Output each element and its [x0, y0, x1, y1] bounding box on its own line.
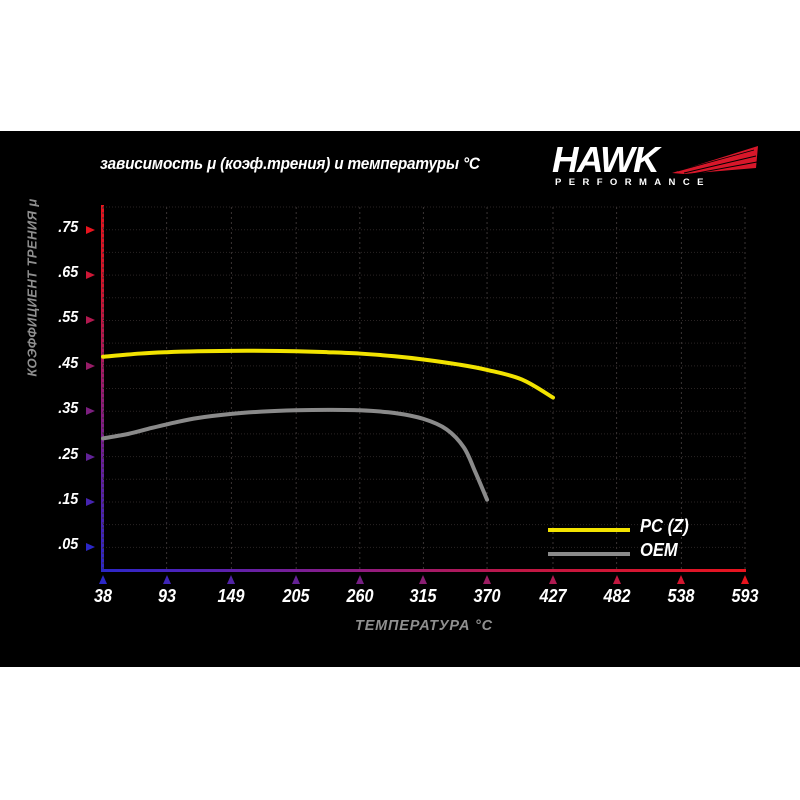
- x-axis-title: ТЕМПЕРАТУРА °C: [355, 618, 493, 634]
- y-tick-arrow-icon: [86, 497, 95, 506]
- plot-area: [101, 206, 746, 570]
- x-axis-line: [101, 569, 746, 572]
- x-tick-label: 482: [603, 586, 631, 606]
- page-title: зависимость μ (коэф.трения) и температур…: [100, 155, 480, 173]
- y-tick-arrow-icon: [86, 225, 95, 234]
- logo-wordmark: HAWK: [552, 139, 660, 180]
- x-tick-arrow-icon: [419, 575, 428, 584]
- y-tick-arrow-icon: [86, 543, 95, 552]
- y-tick-label: .55: [57, 309, 78, 327]
- series-line-oem: [101, 407, 490, 502]
- series-line-pc-z: [101, 348, 555, 400]
- gridlines: [102, 206, 746, 570]
- x-tick-label: 370: [473, 586, 501, 606]
- x-tick-arrow-icon: [483, 575, 492, 584]
- legend-item-oem[interactable]: OEM: [548, 540, 698, 566]
- y-tick-label: .35: [57, 400, 78, 418]
- x-tick-label: 593: [731, 586, 759, 606]
- legend-label-pc-z: PC (Z): [640, 516, 689, 536]
- x-tick-arrow-icon: [99, 575, 107, 584]
- x-tick-arrow-icon: [612, 575, 621, 584]
- y-tick-arrow-icon: [86, 316, 95, 325]
- legend-label-oem: OEM: [640, 540, 678, 560]
- legend: PC (Z) OEM: [548, 516, 698, 566]
- x-tick-label: 427: [539, 586, 567, 606]
- x-tick-label: 260: [346, 586, 374, 606]
- x-tick-label: 205: [282, 586, 310, 606]
- x-tick-arrow-icon: [227, 575, 236, 584]
- x-tick-label: 149: [217, 586, 245, 606]
- x-tick-label: 315: [409, 586, 437, 606]
- x-tick-arrow-icon: [677, 575, 686, 584]
- chart-panel: [0, 131, 800, 667]
- x-tick-arrow-icon: [292, 575, 301, 584]
- legend-swatch-oem: [548, 552, 630, 556]
- y-tick-arrow-icon: [86, 407, 95, 416]
- legend-swatch-pc-z: [548, 528, 630, 532]
- x-tick-label: 93: [157, 586, 176, 606]
- wing-icon: [672, 146, 758, 174]
- y-tick-label: .25: [57, 445, 78, 463]
- x-tick-arrow-icon: [548, 575, 557, 584]
- y-tick-label: .65: [57, 264, 78, 282]
- y-tick-arrow-icon: [86, 452, 95, 461]
- x-tick-label: 38: [93, 586, 113, 606]
- legend-item-pc-z[interactable]: PC (Z): [548, 516, 698, 542]
- x-tick-arrow-icon: [162, 575, 171, 584]
- x-tick-arrow-icon: [355, 575, 364, 584]
- y-tick-arrow-icon: [86, 271, 95, 280]
- y-axis-title: КОЭФФИЦИЕНТ ТРЕНИЯ μ: [24, 198, 40, 377]
- y-tick-label: .05: [57, 536, 78, 554]
- data-curves: [101, 348, 555, 502]
- x-tick-arrow-icon: [741, 575, 749, 584]
- x-tick-label: 538: [667, 586, 695, 606]
- logo-tagline: PERFORMANCE: [555, 177, 711, 188]
- y-tick-arrow-icon: [86, 361, 95, 370]
- y-tick-label: .75: [57, 218, 78, 236]
- y-tick-label: .15: [57, 490, 78, 508]
- y-tick-label: .45: [57, 354, 78, 372]
- hawk-performance-logo: HAWK PERFORMANCE: [552, 139, 758, 191]
